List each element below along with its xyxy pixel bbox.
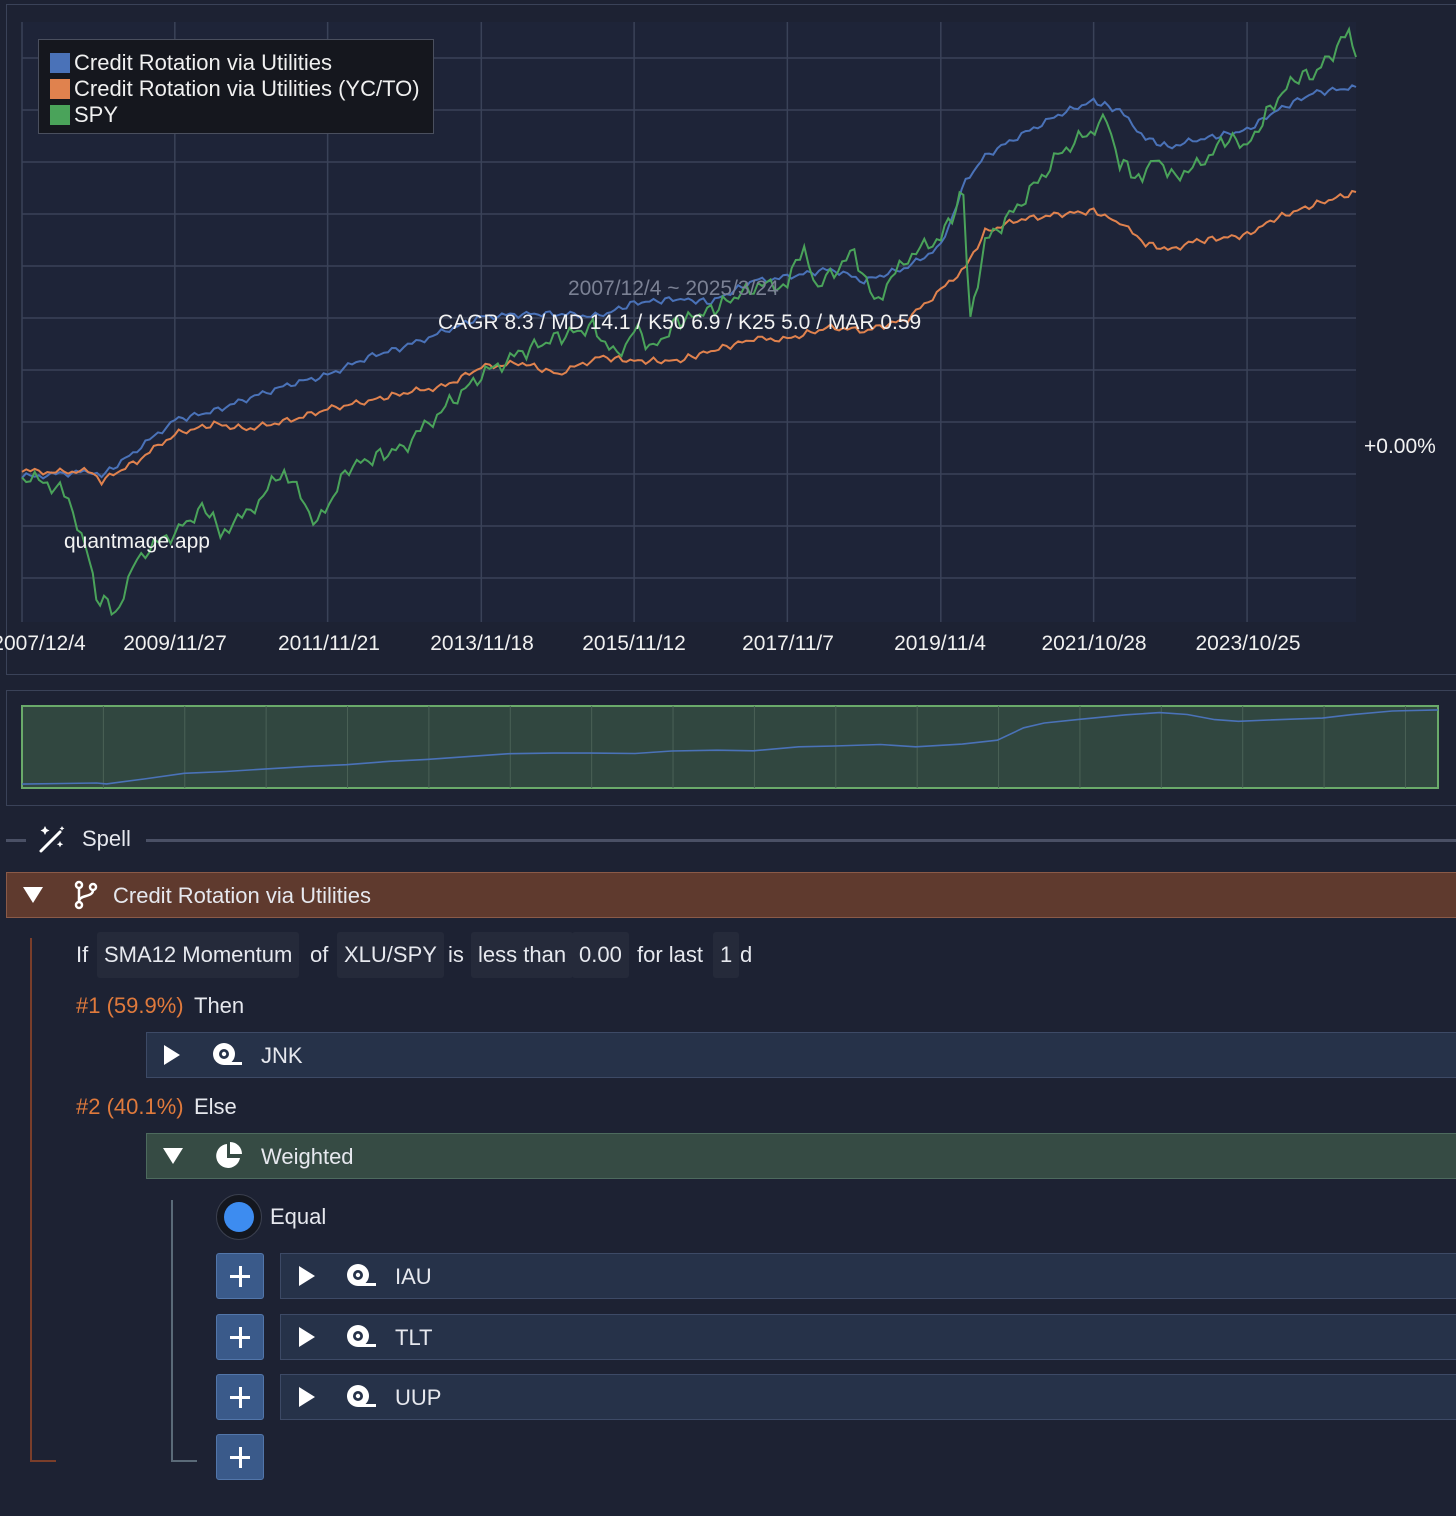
legend-item-spy[interactable]: SPY [50, 102, 119, 127]
ticker-label: UUP [395, 1385, 442, 1410]
ticker-icon [213, 1043, 242, 1065]
expand-caret-right-icon[interactable] [299, 1327, 315, 1347]
navigator-selection[interactable] [21, 705, 1439, 789]
series-line-spy[interactable] [21, 26, 1357, 617]
condition-if-label: If [76, 942, 89, 967]
navigator-series-line [21, 709, 1439, 785]
range-navigator[interactable] [6, 690, 1456, 806]
then-branch-weight: #1 (59.9%) [76, 993, 184, 1018]
legend-label: Credit Rotation via Utilities (YC/TO) [74, 76, 420, 101]
add-node-button[interactable] [216, 1314, 264, 1360]
collapse-caret-down-icon[interactable] [163, 1148, 183, 1164]
ticker-icon [347, 1385, 376, 1407]
root-node-title: Credit Rotation via Utilities [113, 883, 371, 908]
expand-caret-right-icon[interactable] [299, 1266, 315, 1286]
ticker-label: TLT [395, 1325, 433, 1350]
divider [6, 839, 26, 842]
weighted-node[interactable]: Weighted [146, 1133, 1456, 1179]
expand-caret-right-icon[interactable] [299, 1387, 315, 1407]
weighted-node-title: Weighted [261, 1144, 354, 1169]
backtest-chart-panel [6, 4, 1456, 675]
root-node-credit-rotation[interactable]: Credit Rotation via Utilities [6, 872, 1456, 918]
expand-caret-right-icon[interactable] [164, 1045, 180, 1065]
legend-swatch-green [50, 105, 70, 125]
condition-of-label: of [310, 942, 329, 967]
magic-wand-icon [39, 826, 65, 853]
then-branch-label: Then [194, 993, 245, 1018]
add-node-button[interactable] [216, 1434, 264, 1480]
add-node-button[interactable] [216, 1374, 264, 1420]
add-node-button[interactable] [216, 1253, 264, 1299]
legend-swatch-blue [50, 53, 70, 73]
legend-label: SPY [74, 102, 119, 127]
condition-unit-label: d [740, 942, 753, 967]
series-line-credit-rotation-via-utilities-yc-to[interactable] [21, 189, 1357, 487]
y-axis-label: +0.00% [1364, 435, 1436, 458]
condition-is-label: is [448, 942, 464, 967]
legend-item-credit-rotation-yc-to[interactable]: Credit Rotation via Utilities (YC/TO) [50, 76, 420, 101]
chart-period-annotation: 2007/12/4 ~ 2025/3/24 [568, 277, 779, 300]
ticker-node-uup[interactable]: UUP [280, 1374, 1456, 1420]
weighting-equal-radio[interactable] [216, 1194, 262, 1240]
radio-selected-dot [224, 1202, 254, 1232]
ticker-icon [347, 1264, 376, 1286]
tree-guide-line [30, 938, 56, 1462]
legend-swatch-orange [50, 79, 70, 99]
ticker-label: IAU [395, 1264, 432, 1289]
ticker-label: JNK [261, 1043, 303, 1068]
chart-legend[interactable]: Credit Rotation via Utilities Credit Rot… [38, 39, 434, 134]
threshold-input[interactable]: 0.00 [572, 932, 629, 978]
navigator-chart[interactable] [0, 690, 1456, 806]
series-line-credit-rotation-via-utilities[interactable] [21, 84, 1357, 480]
comparator-selector[interactable]: less than [471, 932, 574, 978]
indicator-selector[interactable]: SMA12 Momentum [97, 932, 300, 978]
condition-for-last-label: for last [637, 942, 704, 967]
divider [146, 839, 1456, 842]
legend-item-credit-rotation[interactable]: Credit Rotation via Utilities [50, 50, 332, 75]
else-branch-label: Else [194, 1094, 237, 1119]
ticker-node-jnk[interactable]: JNK [146, 1032, 1456, 1078]
asset-selector[interactable]: XLU/SPY [337, 932, 444, 978]
branch-icon [74, 880, 98, 910]
chart-watermark: quantmage.app [64, 530, 210, 553]
days-input[interactable]: 1 [713, 932, 740, 978]
else-branch-weight: #2 (40.1%) [76, 1094, 184, 1119]
collapse-caret-down-icon[interactable] [23, 887, 43, 903]
legend-label: Credit Rotation via Utilities [74, 50, 332, 75]
pie-chart-icon [216, 1142, 242, 1168]
spell-title: Spell [82, 826, 131, 851]
ticker-node-iau[interactable]: IAU [280, 1253, 1456, 1299]
weighting-equal-label: Equal [270, 1204, 327, 1229]
chart-stats-annotation: CAGR 8.3 / MD 14.1 / K50 6.9 / K25 5.0 /… [438, 311, 922, 334]
ticker-icon [347, 1325, 376, 1347]
tree-guide-line [171, 1200, 197, 1462]
spell-section-header: Spell [0, 818, 1456, 862]
ticker-node-tlt[interactable]: TLT [280, 1314, 1456, 1360]
